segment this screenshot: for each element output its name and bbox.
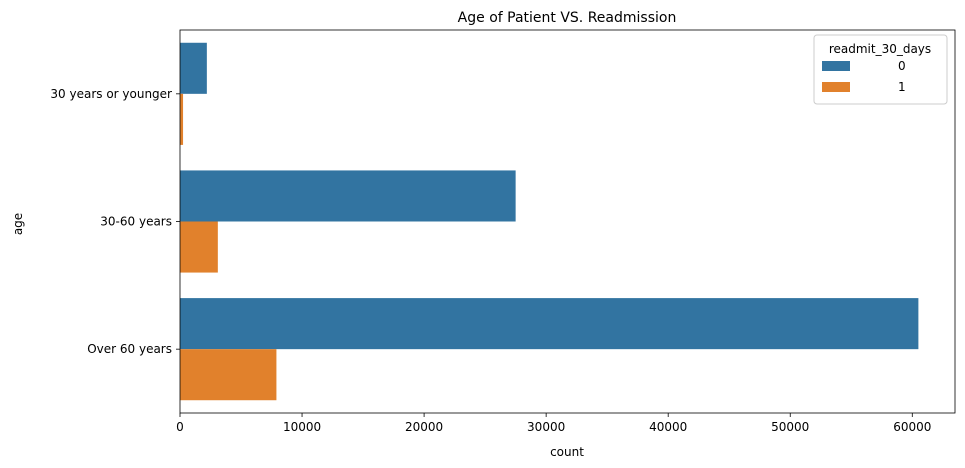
bar-3-series-0	[180, 298, 919, 350]
y-axis: 30 years or younger 30-60 years Over 60 ye…	[50, 87, 180, 356]
x-axis: 0 10000 20000 30000 40000 50000 60000	[176, 413, 931, 434]
legend: readmit_30_days 01	[813, 34, 948, 105]
bar-2-series-1	[180, 221, 218, 273]
bar-1-series-0	[180, 42, 207, 94]
x-tick-label: 20000	[405, 420, 443, 434]
x-tick-label: 10000	[283, 420, 321, 434]
legend-swatch-1	[822, 82, 850, 92]
y-tick-label: Over 60 years	[87, 342, 172, 356]
x-tick-label: 0	[176, 420, 184, 434]
bars-layer	[180, 42, 919, 401]
legend-label-1: 1	[898, 80, 906, 94]
legend-items: 01	[822, 59, 906, 94]
y-axis-title: age	[11, 213, 25, 235]
x-tick-label: 30000	[527, 420, 565, 434]
bar-3-series-1	[180, 349, 277, 401]
bar-1-series-1	[180, 93, 184, 145]
y-tick-label: 30-60 years	[100, 215, 172, 229]
bar-2-series-0	[180, 170, 516, 222]
legend-swatch-0	[822, 61, 850, 71]
x-tick-label: 50000	[771, 420, 809, 434]
x-tick-label: 60000	[893, 420, 931, 434]
y-tick-label: 30 years or younger	[50, 87, 172, 101]
legend-title: readmit_30_days	[829, 42, 931, 56]
legend-label-0: 0	[898, 59, 906, 73]
chart-title: Age of Patient VS. Readmission	[458, 10, 677, 26]
x-tick-label: 40000	[649, 420, 687, 434]
x-axis-title: count	[550, 445, 584, 459]
